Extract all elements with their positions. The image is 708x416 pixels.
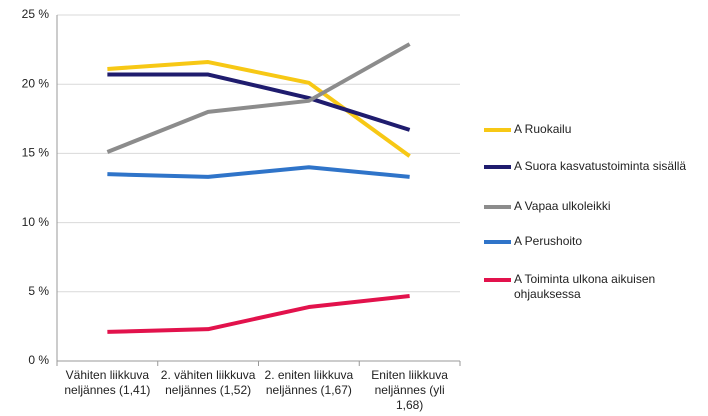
y-tick-label: 0 %	[28, 353, 49, 367]
y-tick-label: 5 %	[28, 284, 49, 298]
line	[107, 72, 411, 132]
x-tick-label: 2. vähiten liikkuva neljännes (1,52)	[160, 368, 256, 397]
line	[107, 165, 410, 179]
legend-label: A Vapaa ulkoleikki	[514, 199, 611, 213]
line	[107, 60, 411, 158]
line	[106, 42, 411, 154]
line	[107, 293, 410, 334]
x-tick-label: Eniten liikkuva neljännes (yli 1,68)	[371, 368, 448, 412]
legend-label: A Suora kasvatustoiminta sisällä	[514, 159, 687, 173]
x-tick-label: 2. eniten liikkuva neljännes (1,67)	[264, 368, 354, 397]
legend-label: A Perushoito	[514, 234, 583, 248]
legend-label: A Ruokailu	[514, 122, 572, 136]
x-tick-label: Vähiten liikkuva neljännes (1,41)	[64, 368, 151, 397]
legend-label: A Toiminta ulkona aikuisen ohjauksessa	[514, 272, 656, 301]
y-tick-label: 10 %	[22, 215, 50, 229]
y-tick-label: 15 %	[22, 146, 50, 160]
y-tick-label: 25 %	[22, 7, 50, 21]
y-tick-label: 20 %	[22, 76, 50, 90]
